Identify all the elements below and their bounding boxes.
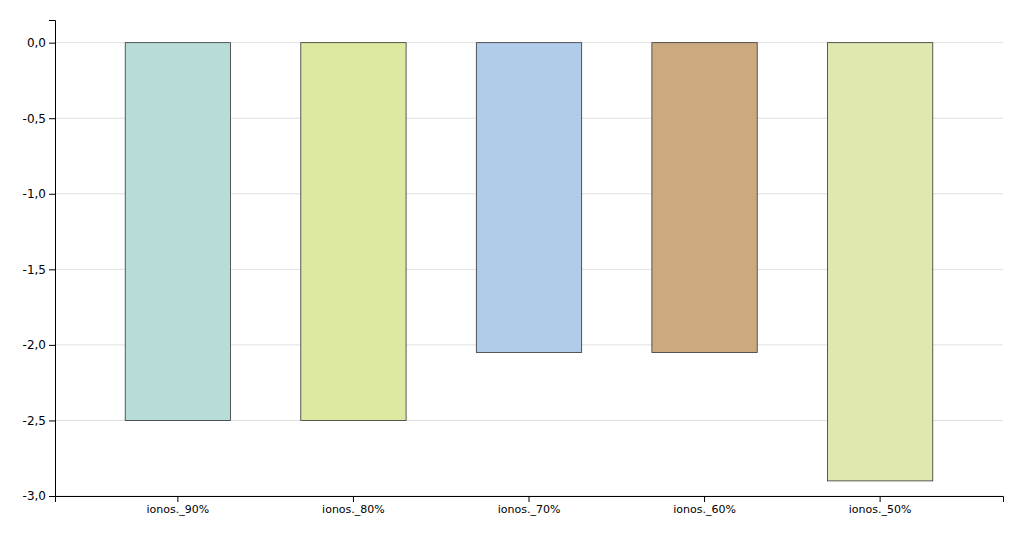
x-tick-label: ionos._70% — [498, 503, 561, 516]
x-axis: ionos._90% ionos._80% ionos._70% ionos._60%… — [56, 496, 1004, 516]
y-tick-mark — [49, 269, 55, 270]
chart-container: 0,0-0,5-1,0-1,5-2,0-2,5-3,0ionos._90%ion… — [0, 0, 1023, 536]
chart-svg: 0,0-0,5-1,0-1,5-2,0-2,5-3,0ionos._90%ion… — [0, 0, 1023, 536]
x-tick: ionos._80% — [322, 496, 385, 516]
y-tick-label: -1,5 — [23, 263, 46, 277]
grid — [55, 43, 1003, 496]
bar — [125, 43, 230, 421]
y-tick: 0,0 — [27, 36, 55, 50]
y-tick-label: -2,5 — [23, 414, 46, 428]
x-tick-mark — [529, 496, 530, 502]
y-tick-mark — [49, 118, 55, 119]
plot-area: 0,0-0,5-1,0-1,5-2,0-2,5-3,0ionos._90%ion… — [23, 21, 1004, 516]
bar — [827, 43, 932, 481]
x-tick: ionos._90% — [147, 496, 210, 516]
y-tick: -2,5 — [23, 414, 55, 428]
y-tick-label: 0,0 — [27, 36, 46, 50]
x-tick-label: ionos._80% — [322, 503, 385, 516]
y-tick: -3,0 — [23, 489, 55, 503]
x-tick-mark — [704, 496, 705, 502]
y-tick-mark — [49, 345, 55, 346]
y-tick: -1,5 — [23, 263, 55, 277]
x-axis-line — [56, 497, 1004, 503]
y-tick-label: -3,0 — [23, 489, 46, 503]
y-tick: -2,0 — [23, 338, 55, 352]
y-tick-mark — [49, 194, 55, 195]
bar — [652, 43, 757, 353]
y-tick-mark — [49, 496, 55, 497]
y-tick: -0,5 — [23, 112, 55, 126]
y-axis-line — [49, 21, 56, 497]
bars — [125, 43, 933, 481]
x-tick-label: ionos._60% — [673, 503, 736, 516]
bar — [476, 43, 581, 353]
x-tick-mark — [353, 496, 354, 502]
y-tick-label: -1,0 — [23, 187, 46, 201]
y-tick-label: -0,5 — [23, 112, 46, 126]
x-tick-label: ionos._50% — [849, 503, 912, 516]
y-tick-mark — [49, 43, 55, 44]
x-tick: ionos._60% — [673, 496, 736, 516]
bar — [301, 43, 406, 421]
y-tick-label: -2,0 — [23, 338, 46, 352]
x-tick-label: ionos._90% — [147, 503, 210, 516]
x-tick-mark — [880, 496, 881, 502]
y-axis: 0,0 -0,5 -1,0 -1,5 -2,0 -2,5 -3,0 — [23, 21, 56, 504]
y-tick-mark — [49, 420, 55, 421]
y-tick: -1,0 — [23, 187, 55, 201]
x-tick: ionos._70% — [498, 496, 561, 516]
x-tick: ionos._50% — [849, 496, 912, 516]
x-tick-mark — [177, 496, 178, 502]
